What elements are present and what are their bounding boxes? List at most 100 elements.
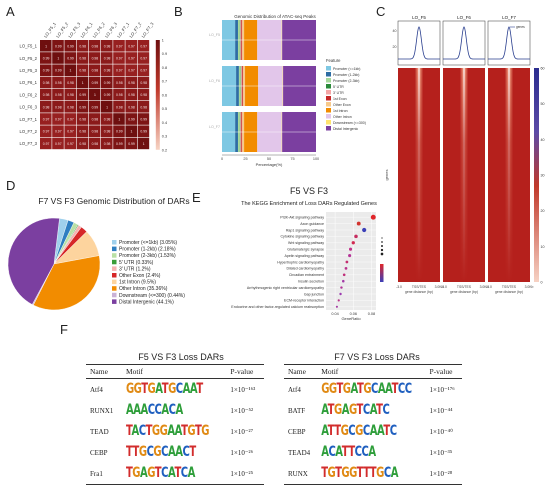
colorbar-tick: 1 [162, 39, 164, 43]
heatmap-value: 0.98 [79, 69, 86, 73]
heatmap-value: 1 [94, 93, 96, 97]
colorbar-tick: 0.8 [162, 66, 167, 70]
pathway-label: Apelin signaling pathway [284, 254, 324, 258]
pathway-dot [348, 254, 351, 257]
pathway-label: Dilated cardiomyopathy [286, 267, 324, 271]
heatmap-x-label: gene distance (bp) [450, 290, 478, 294]
x-tick-label: 0 [221, 157, 223, 161]
heatmap-value: 1 [82, 81, 84, 85]
col-motif-header: Motif [122, 365, 226, 379]
pie-legend-label: Promoter (2-3kb) (1.53%) [119, 253, 176, 259]
legend-swatch [326, 114, 331, 119]
row-label: LO_F5_1 [20, 44, 38, 49]
legend-swatch [326, 96, 331, 101]
bar-row-label: LO_F6 [209, 79, 220, 83]
heatmap-x-label: gene distance (bp) [405, 290, 433, 294]
heatmap-value: 0.99 [92, 105, 99, 109]
heatmap-value: 0.97 [140, 57, 147, 61]
heatmap-x-tick: TSS/TES [457, 285, 472, 289]
heatmap-value: 0.97 [116, 44, 123, 48]
heatmap-value: 0.99 [79, 105, 86, 109]
heatmap-shade [398, 68, 440, 282]
motif-logo-cell: GGTGATGCAATCC [317, 379, 425, 401]
heatmap-value: 0.98 [128, 93, 135, 97]
heatmap-value: 0.98 [67, 81, 74, 85]
heatmap-value: 0.99 [43, 57, 50, 61]
colorbar-tick: 60 [541, 67, 545, 71]
heatmap-value: 1 [106, 105, 108, 109]
heatmap-value: 0.98 [140, 93, 147, 97]
pathway-dot [339, 293, 341, 295]
heatmap-shade [443, 68, 485, 282]
pie-legend-label: 1st Intron (9.5%) [119, 280, 156, 286]
colorbar-tick: 50 [541, 102, 545, 106]
heatmap-value: 0.98 [43, 81, 50, 85]
pathway-label: Cytokine signaling pathway [280, 235, 324, 239]
heatmap-value: 0.98 [55, 105, 62, 109]
col-motif-header: Motif [317, 365, 425, 379]
pathway-dot [338, 299, 340, 301]
colorbar-tick: 0.6 [162, 93, 167, 97]
heatmap-x-tick: TSS/TES [502, 285, 517, 289]
profile-curve [443, 27, 485, 59]
x-tick-label: 100 [313, 157, 319, 161]
motif-pvalue: 1×10⁻¹⁷⁶ [426, 379, 462, 401]
heatmap-value: 0.98 [79, 130, 86, 134]
heatmap-x-tick: -3.0 [441, 285, 447, 289]
heatmap-value: 0.98 [140, 81, 147, 85]
heatmap-value: 0.97 [55, 142, 62, 146]
motif-name: BATF [284, 400, 317, 421]
pie-legend-label: 5' UTR (0.33%) [119, 260, 154, 266]
pathway-label: Insulin secretion [298, 280, 324, 284]
pie-legend-label: Other Exon (2.4%) [119, 273, 161, 279]
heatmap-x-tick: -3.0 [396, 285, 402, 289]
pathway-dot [340, 286, 342, 288]
legend-label: Downstream (<=300) [333, 121, 366, 125]
heatmap-value: 0.98 [104, 57, 111, 61]
heatmap-value: 0.99 [104, 93, 111, 97]
legend-label: 1st Exon [333, 97, 347, 101]
profile-curve [488, 27, 530, 59]
motif-logo-cell: TGTGGTTTGCA [317, 463, 425, 485]
heatmap-value: 0.98 [92, 118, 99, 122]
column-label: LO_F7_3 [140, 21, 154, 39]
pathway-dot [336, 306, 338, 308]
colorbar-tick: 0.3 [162, 135, 167, 139]
motif-pvalue: 1×10⁻¹⁶³ [226, 379, 264, 401]
motif-pvalue: 1×10⁻³⁵ [426, 442, 462, 463]
pathway-label: Axon guidance [300, 222, 324, 226]
colorbar-tick: 0.4 [162, 121, 167, 125]
heatmap-value: 0.98 [55, 81, 62, 85]
colorbar-tick: 30 [541, 174, 545, 178]
heatmap-value: 0.98 [55, 93, 62, 97]
pie-title: F7 VS F3 Genomic Distribution of DARs [14, 196, 214, 206]
heatmap-value: 0.98 [116, 81, 123, 85]
heatmap-value: 0.98 [79, 57, 86, 61]
colorbar-tick: 0.9 [162, 52, 167, 56]
heatmap-value: 0.98 [43, 93, 50, 97]
motif-logo-cell: ATGAGTCATC [317, 400, 425, 421]
panel-letter-f: F [60, 322, 68, 337]
motif-name: RUNX [284, 463, 317, 485]
profile-y-tick: 20 [393, 45, 397, 49]
colorbar-tick: 0.7 [162, 80, 167, 84]
legend-label: 1st Intron [333, 109, 348, 113]
heatmap-value: 0.97 [55, 130, 62, 134]
colorbar [156, 40, 160, 150]
motif-logo: TACTGGAATGTG [126, 424, 209, 440]
motif-logo-cell: TACTGGAATGTG [122, 421, 226, 442]
heatmap-value: 0.98 [104, 130, 111, 134]
motif-logo: GGTGATGCAAT [126, 382, 203, 398]
motif-name: Fra1 [86, 463, 122, 485]
pathway-dot [345, 267, 348, 270]
col-pvalue-header: P-value [426, 365, 462, 379]
motif-name: TEAD4 [284, 442, 317, 463]
heatmap-value: 0.98 [43, 105, 50, 109]
